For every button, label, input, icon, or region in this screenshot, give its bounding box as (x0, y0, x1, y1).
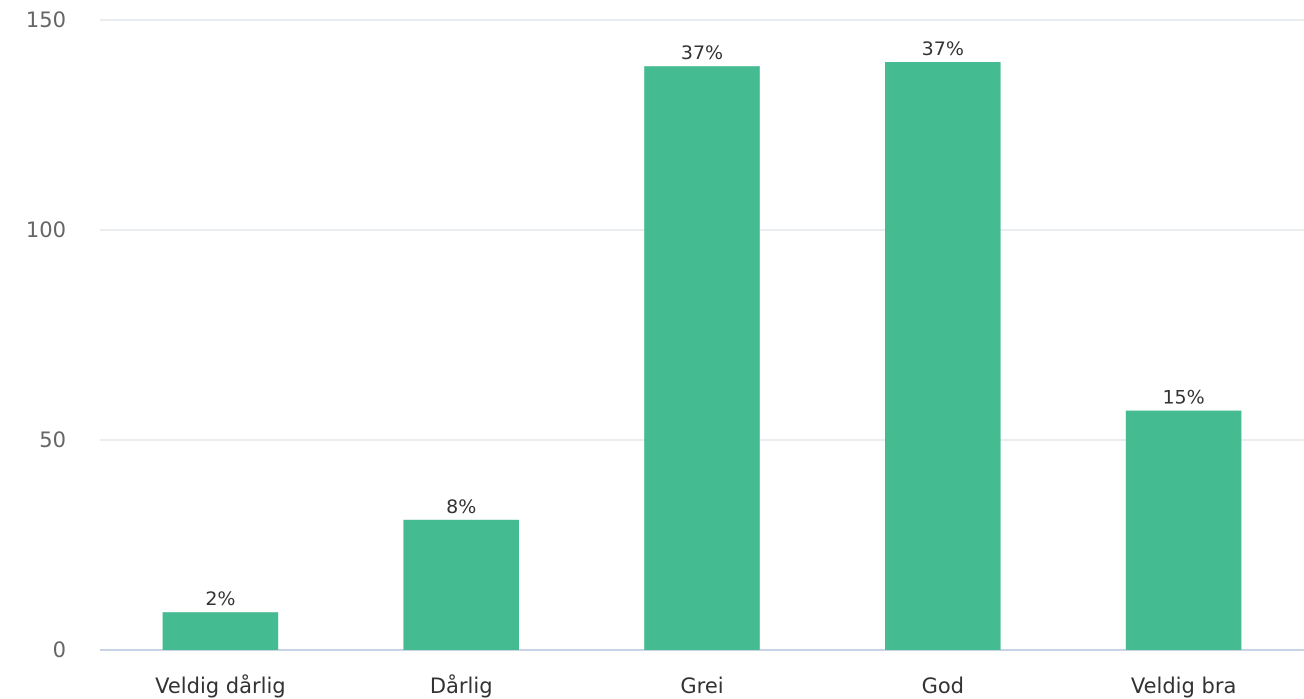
x-tick-label: Veldig bra (1131, 674, 1237, 698)
bar (885, 62, 1001, 650)
data-label: 37% (681, 42, 723, 64)
x-tick-label: Veldig dårlig (155, 673, 286, 698)
x-tick-label: God (922, 674, 964, 698)
y-tick-label: 100 (26, 218, 66, 242)
y-axis: 0 50 100 150 (26, 8, 66, 662)
data-label: 15% (1162, 387, 1204, 409)
bar (644, 66, 760, 650)
bars (162, 62, 1242, 650)
data-label: 37% (922, 38, 964, 60)
data-labels: 2% 8% 37% 37% 15% (205, 38, 1204, 610)
y-tick-label: 50 (39, 428, 66, 452)
bar (1125, 410, 1242, 650)
y-tick-label: 0 (53, 638, 66, 662)
bar (162, 612, 279, 650)
data-label: 8% (446, 496, 476, 518)
x-tick-label: Grei (680, 674, 723, 698)
x-axis: Veldig dårlig Dårlig Grei God Veldig bra (155, 673, 1236, 698)
x-tick-label: Dårlig (430, 673, 493, 698)
bar (403, 519, 519, 650)
data-label: 2% (205, 588, 235, 610)
y-tick-label: 150 (26, 8, 66, 32)
